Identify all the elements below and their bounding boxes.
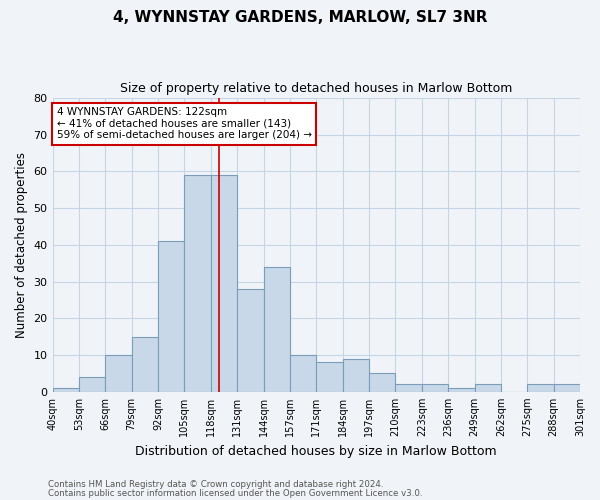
X-axis label: Distribution of detached houses by size in Marlow Bottom: Distribution of detached houses by size … bbox=[136, 444, 497, 458]
Bar bbox=[79, 377, 105, 392]
Bar bbox=[105, 355, 131, 392]
Text: Contains HM Land Registry data © Crown copyright and database right 2024.: Contains HM Land Registry data © Crown c… bbox=[48, 480, 383, 489]
Bar bbox=[343, 359, 369, 392]
Text: 4 WYNNSTAY GARDENS: 122sqm
← 41% of detached houses are smaller (143)
59% of sem: 4 WYNNSTAY GARDENS: 122sqm ← 41% of deta… bbox=[56, 107, 311, 140]
Bar bbox=[448, 388, 475, 392]
Title: Size of property relative to detached houses in Marlow Bottom: Size of property relative to detached ho… bbox=[120, 82, 512, 96]
Y-axis label: Number of detached properties: Number of detached properties bbox=[15, 152, 28, 338]
Bar bbox=[131, 336, 158, 392]
Bar bbox=[316, 362, 343, 392]
Bar bbox=[158, 242, 184, 392]
Text: 4, WYNNSTAY GARDENS, MARLOW, SL7 3NR: 4, WYNNSTAY GARDENS, MARLOW, SL7 3NR bbox=[113, 10, 487, 25]
Bar bbox=[184, 175, 211, 392]
Text: Contains public sector information licensed under the Open Government Licence v3: Contains public sector information licen… bbox=[48, 488, 422, 498]
Bar bbox=[475, 384, 501, 392]
Bar bbox=[237, 289, 263, 392]
Bar bbox=[53, 388, 79, 392]
Bar bbox=[211, 175, 237, 392]
Bar bbox=[369, 374, 395, 392]
Bar bbox=[527, 384, 554, 392]
Bar bbox=[395, 384, 422, 392]
Bar bbox=[263, 267, 290, 392]
Bar bbox=[422, 384, 448, 392]
Bar bbox=[290, 355, 316, 392]
Bar bbox=[554, 384, 580, 392]
